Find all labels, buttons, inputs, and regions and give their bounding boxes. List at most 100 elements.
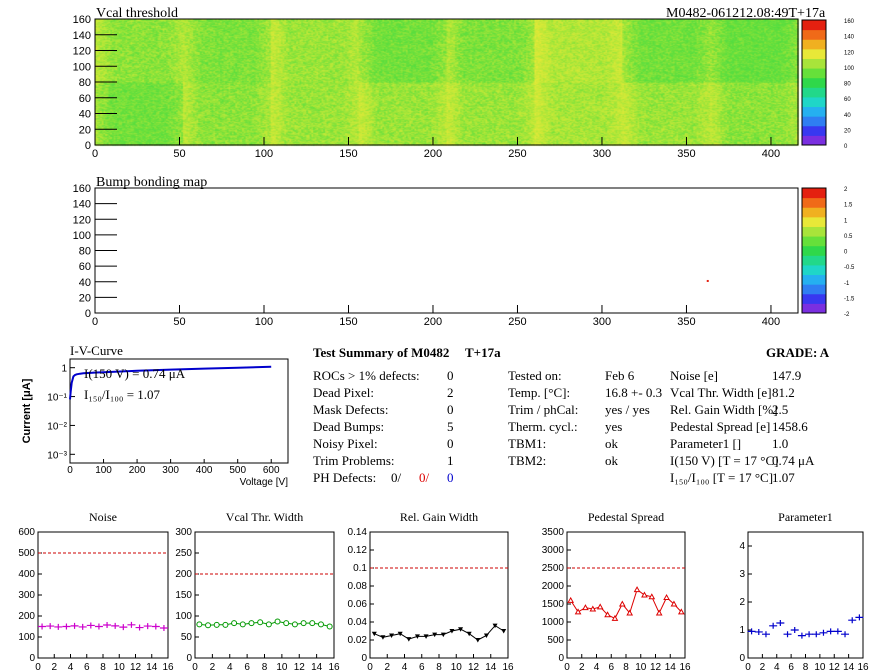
roc-plot-rel-gain-width-y-tick-label: 0.12 <box>348 545 368 556</box>
iv-title: I-V-Curve <box>70 343 123 358</box>
vcal-map-y-tick-label: 160 <box>73 14 91 26</box>
ph-defects-value-3: 0 <box>447 470 454 485</box>
roc-plot-parameter1-point <box>797 632 806 639</box>
map2-title: Bump bonding map <box>96 175 208 190</box>
vcal-map-palette-swatch <box>802 29 826 40</box>
roc-plot-noise-point <box>62 623 71 630</box>
roc-plot-parameter1-point <box>805 631 814 638</box>
roc-plot-noise-x-tick-label: 0 <box>35 662 41 672</box>
roc-plot-rel-gain-width-y-tick-label: 0.1 <box>353 563 367 574</box>
bump-map-palette-swatch <box>802 274 826 285</box>
vcal-map-palette-label: 120 <box>844 50 855 56</box>
roc-plot-vcal-thr-width-y-tick-label: 50 <box>181 632 193 643</box>
condition-row-value: yes <box>605 419 623 434</box>
roc-plot-noise-title: Noise <box>89 510 117 524</box>
vcal-map-palette-swatch <box>802 106 826 117</box>
condition-row-label: Tested on: <box>508 368 562 383</box>
bump-map-y-tick-label: 0 <box>85 308 91 320</box>
roc-plot-pedestal-spread-frame <box>566 531 686 659</box>
defect-row-label: Mask Defects: <box>313 402 389 417</box>
roc-plot-pedestal-spread-x-tick-label: 2 <box>579 662 585 672</box>
roc-plot-noise-x-tick-label: 4 <box>68 662 74 672</box>
roc-plot-vcal-thr-width-point <box>205 622 212 629</box>
vcal-map-palette-label: 60 <box>844 97 851 103</box>
roc-plot-noise-point <box>70 622 79 629</box>
iv-curve <box>69 365 272 400</box>
vcal-map-palette-swatch <box>802 68 826 79</box>
roc-plot-vcal-thr-width-series-line <box>199 620 330 627</box>
roc-plot-pedestal-spread-point <box>582 604 589 611</box>
bump-map-palette-swatch <box>802 197 826 208</box>
roc-plot-parameter1-frame <box>747 531 864 659</box>
roc-plot-pedestal-spread-point <box>567 596 575 603</box>
bump-map-y-tick-label: 80 <box>79 246 91 258</box>
roc-plot-pedestal-spread-y-tick-label: 1500 <box>542 599 565 610</box>
roc-plot-vcal-thr-width-x-tick-label: 10 <box>276 662 288 672</box>
roc-plot-rel-gain-width-x-tick-label: 16 <box>502 662 514 672</box>
bump-map-x-tick-label: 50 <box>173 316 185 328</box>
bump-map-palette-label: 2 <box>844 187 848 193</box>
roc-plot-parameter1-point <box>819 629 828 636</box>
roc-plot-vcal-thr-width-y-tick-label: 0 <box>186 653 192 664</box>
bump-map-palette-frame <box>801 187 827 314</box>
defect-row-label: Dead Bumps: <box>313 419 385 434</box>
vcal-map-y-tick-label: 140 <box>73 30 91 42</box>
roc-plot-vcal-thr-width-y-tick-label: 250 <box>175 548 192 559</box>
roc-plot-parameter1-point <box>783 631 792 638</box>
bump-map-frame <box>94 187 799 314</box>
vcal-map-x-tick-label: 300 <box>593 148 611 160</box>
roc-plot-noise-y-tick-label: 300 <box>18 590 35 601</box>
bump-map-x-tick-label: 250 <box>508 316 526 328</box>
vcal-map-y-tick-label: 20 <box>79 124 91 136</box>
roc-plot-parameter1-y-tick-label: 3 <box>739 569 745 580</box>
roc-plot-noise-point <box>135 624 144 631</box>
roc-plot-vcal-thr-width-point <box>309 620 316 627</box>
roc-plot-rel-gain-width-point <box>371 631 377 637</box>
roc-plot-pedestal-spread-y-tick-label: 1000 <box>542 617 565 628</box>
roc-plot-parameter1-x-tick-label: 6 <box>788 662 794 672</box>
iv-x-label: Voltage [V] <box>240 477 289 488</box>
roc-plot-vcal-thr-width-point <box>283 620 290 627</box>
roc-plot-parameter1-x-tick-label: 8 <box>803 662 809 672</box>
iv-y-label: Current [μA] <box>21 378 33 443</box>
result-row-value: 1458.6 <box>772 419 808 434</box>
vcal-map-palette-swatch <box>802 116 826 127</box>
result-row-value: 2.5 <box>772 402 789 417</box>
roc-plot-pedestal-spread-x-tick-label: 16 <box>679 662 691 672</box>
roc-plot-vcal-thr-width-point <box>326 623 333 630</box>
bump-map-y-tick-label: 20 <box>79 292 91 304</box>
roc-plot-noise-point <box>54 623 63 630</box>
roc-plot-noise-y-tick-label: 600 <box>18 527 35 538</box>
roc-plot-parameter1-point <box>761 631 770 638</box>
roc-plot-pedestal-spread-x-tick-label: 12 <box>650 662 662 672</box>
roc-plot-rel-gain-width-point <box>432 632 438 638</box>
vcal-map-palette-swatch <box>802 96 826 108</box>
vcal-map-palette-swatch <box>802 125 826 136</box>
roc-plot-rel-gain-width-x-tick-label: 8 <box>436 662 442 672</box>
roc-plot-pedestal-spread-x-tick-label: 4 <box>594 662 600 672</box>
roc-plot-noise-point <box>111 622 120 629</box>
result-row-value: 147.9 <box>772 368 802 383</box>
bump-map-palette-swatch <box>802 207 826 218</box>
roc-plot-noise-point <box>86 622 95 629</box>
roc-plot-pedestal-spread-point <box>670 600 678 607</box>
roc-plot-noise-point <box>159 624 168 631</box>
vcal-map-palette-label: 100 <box>844 66 855 72</box>
roc-plot-parameter1-y-tick-label: 0 <box>739 653 745 664</box>
roc-plot-parameter1-x-tick-label: 12 <box>829 662 841 672</box>
iv-x-tick-label: 600 <box>263 465 280 476</box>
vcal-map-palette-label: 0 <box>844 144 848 150</box>
roc-plot-rel-gain-width-x-tick-label: 2 <box>384 662 390 672</box>
vcal-map-palette-swatch <box>802 58 826 69</box>
bump-map-palette-swatch <box>802 264 826 276</box>
roc-plot-parameter1-y-tick-label: 2 <box>739 597 745 608</box>
roc-plot-pedestal-spread-point <box>596 603 604 610</box>
bump-map-palette-swatch <box>802 188 826 199</box>
roc-plot-pedestal-spread-x-tick-label: 10 <box>635 662 647 672</box>
roc-plot-pedestal-spread-point <box>663 593 670 601</box>
roc-plot-noise-x-tick-label: 16 <box>162 662 174 672</box>
bump-map-palette-label: 1.5 <box>844 203 853 209</box>
roc-plot-parameter1-point <box>812 631 821 638</box>
bump-map-y-tick-label: 100 <box>73 230 91 242</box>
roc-plot-rel-gain-width-point <box>414 634 420 639</box>
